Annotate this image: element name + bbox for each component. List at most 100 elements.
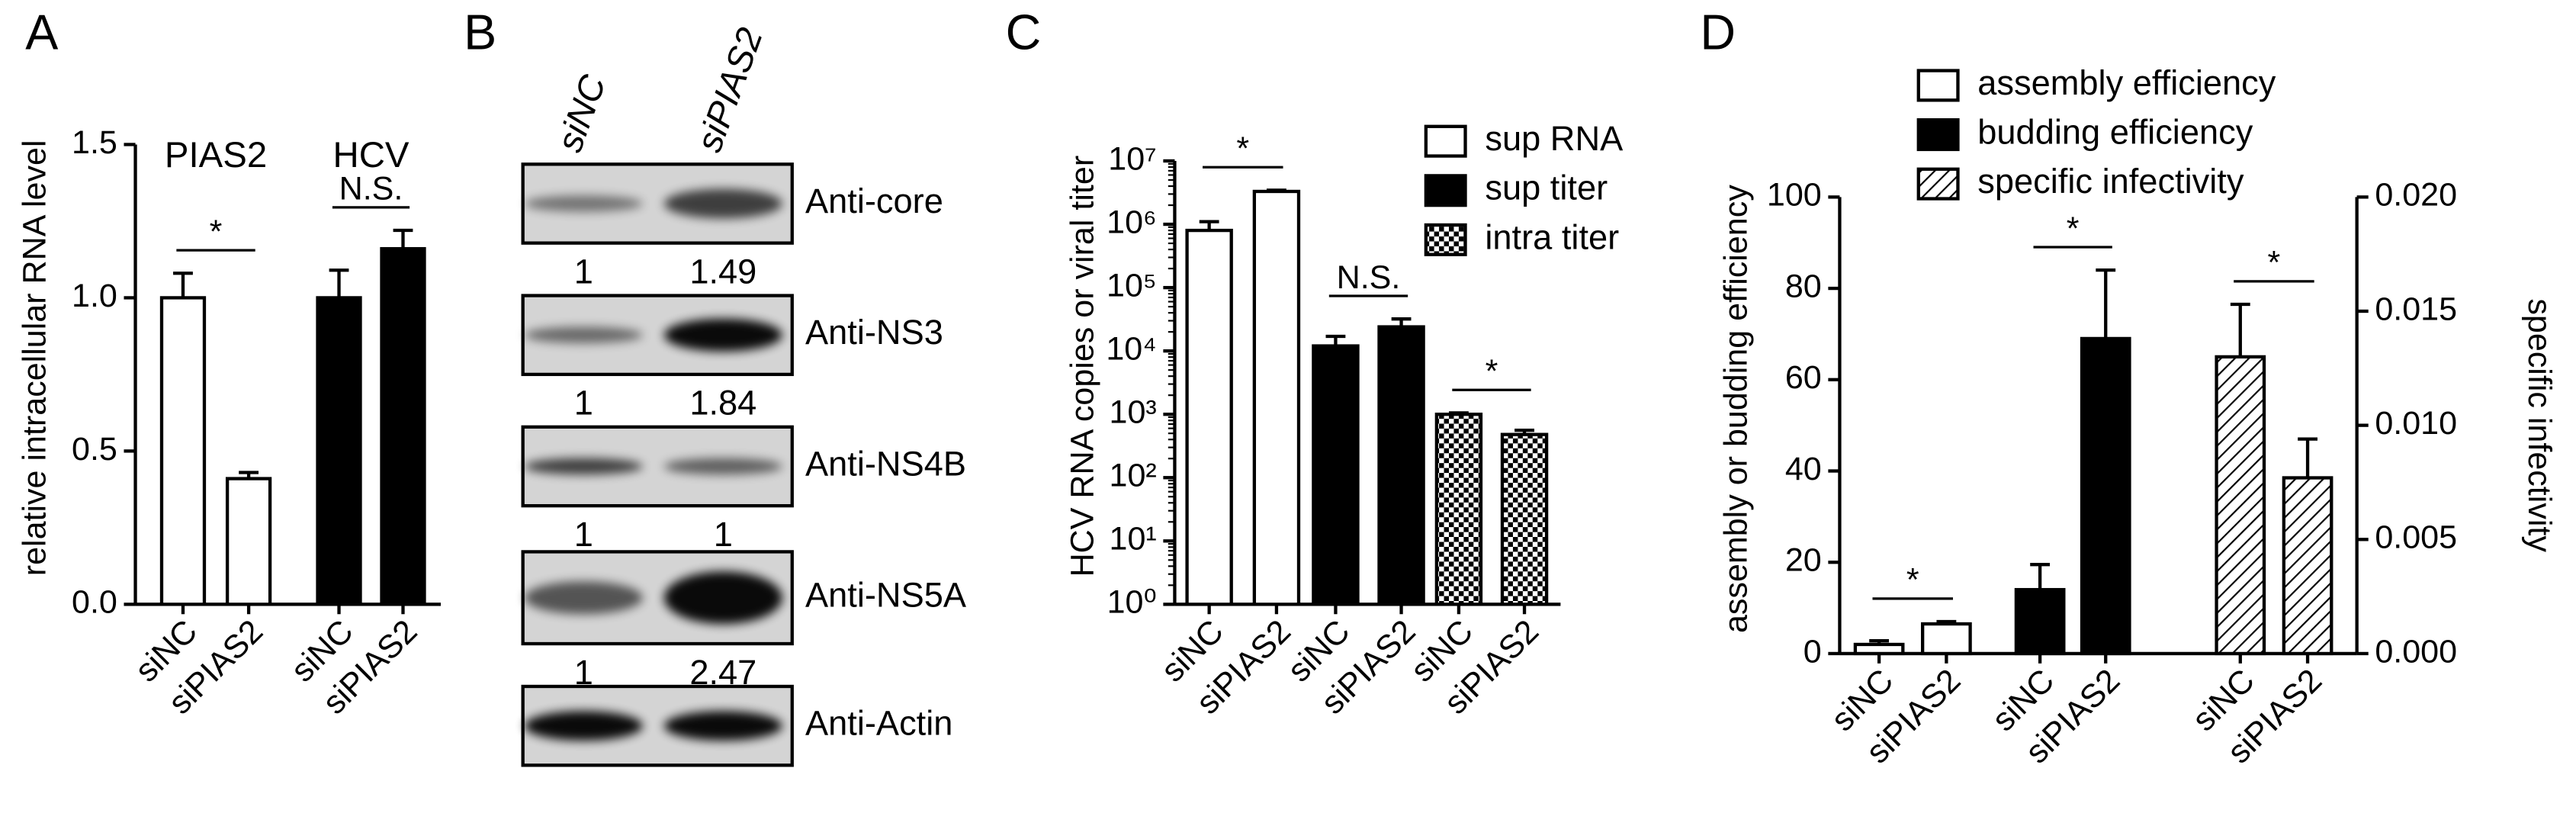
blot-band [524, 195, 643, 212]
ratio-label: 1 [574, 252, 593, 291]
panel-label: D [1700, 5, 1736, 59]
antibody-label: Anti-NS4B [805, 444, 966, 483]
bar [2080, 336, 2131, 656]
y-tick-label: 10⁷ [1108, 140, 1156, 177]
legend-swatch [1916, 69, 1960, 102]
sig-label: * [210, 214, 223, 250]
bar [1500, 432, 1549, 606]
ratio-label: 1 [714, 515, 733, 554]
y-tick-label: 40 [1785, 451, 1822, 487]
y-tick-label: 10⁰ [1107, 584, 1157, 621]
error-bar [1267, 188, 1286, 192]
error-bar [329, 268, 349, 298]
sig-label: * [1236, 130, 1249, 167]
y-tick-label: 20 [1785, 542, 1822, 579]
legend-label: assembly efficiency [1977, 63, 2276, 102]
blot-band [663, 458, 782, 475]
sig-label: * [2067, 211, 2080, 247]
blot-band [524, 711, 643, 741]
y-tick-label: 10³ [1110, 394, 1157, 431]
antibody-label: Anti-Actin [805, 704, 952, 743]
y-tick-label: 0.5 [72, 431, 117, 468]
y2-tick-label: 0.020 [2375, 177, 2457, 214]
error-bar [1325, 334, 1346, 346]
bar [225, 477, 272, 606]
antibody-label: Anti-core [805, 182, 943, 220]
legend-swatch [1424, 174, 1467, 207]
sig-label: N.S. [339, 171, 403, 207]
bar [380, 246, 426, 606]
y-tick-label: 80 [1785, 268, 1822, 304]
error-bar [2298, 437, 2317, 478]
y-tick-label: 10² [1110, 458, 1157, 494]
bar [1853, 642, 1905, 656]
error-bar [1449, 411, 1469, 415]
bar [2014, 587, 2066, 656]
sig-label: * [2268, 245, 2281, 281]
error-bar [239, 471, 259, 479]
y-axis-label: assembly or budding efficiency [1717, 185, 1754, 633]
error-bar [2030, 563, 2051, 590]
group-label: HCV [333, 135, 410, 175]
bar [159, 296, 207, 606]
legend-swatch [1424, 223, 1467, 256]
sig-label: N.S. [1337, 259, 1401, 296]
blot-band [663, 318, 782, 352]
error-bar [2096, 268, 2116, 339]
blot-band [524, 458, 643, 475]
bar [316, 296, 362, 606]
blot-band [663, 571, 782, 625]
y-tick-label: 100 [1767, 177, 1822, 214]
bar [1434, 413, 1483, 606]
legend-label: intra titer [1485, 217, 1619, 256]
error-bar [173, 272, 193, 298]
error-bar [2230, 302, 2250, 357]
y-axis-label: HCV RNA copies or viral titer [1064, 156, 1100, 577]
error-bar [1514, 428, 1534, 435]
bar [1185, 228, 1233, 606]
blot-band [524, 581, 643, 615]
legend-swatch [1916, 118, 1960, 152]
legend-label: sup titer [1485, 169, 1608, 207]
legend-swatch [1424, 124, 1467, 158]
y-tick-label: 10⁵ [1107, 267, 1157, 304]
y2-tick-label: 0.005 [2375, 519, 2457, 556]
y-tick-label: 1.5 [72, 124, 117, 161]
blot-band [524, 326, 643, 343]
legend-swatch [1916, 167, 1960, 201]
bar [1312, 344, 1360, 606]
blot-band [663, 188, 782, 219]
error-bar [1869, 639, 1890, 644]
legend-label: specific infectivity [1977, 162, 2244, 201]
lane-label: siNC [549, 69, 614, 157]
blot-band [663, 711, 782, 741]
panel-label: B [464, 5, 496, 59]
error-bar [1391, 317, 1412, 327]
y-tick-label: 10¹ [1110, 521, 1157, 558]
ratio-label: 1.49 [689, 252, 756, 291]
sig-label: * [1486, 353, 1498, 390]
group-label: PIAS2 [165, 135, 267, 175]
y-tick-label: 60 [1785, 359, 1822, 396]
error-bar [1936, 619, 1957, 625]
y2-tick-label: 0.015 [2375, 291, 2457, 327]
y-tick-label: 10⁴ [1106, 331, 1156, 368]
y-tick-label: 0.0 [72, 584, 117, 621]
panel-label: A [25, 5, 58, 59]
y-axis-label: relative intracellular RNA level [17, 140, 53, 576]
ratio-label: 1 [574, 515, 593, 554]
y-tick-label: 0 [1804, 633, 1822, 670]
sig-label: * [1906, 562, 1919, 599]
y2-tick-label: 0.010 [2375, 405, 2457, 442]
antibody-label: Anti-NS5A [805, 576, 967, 615]
y2-axis-label: specific infectivity [2521, 298, 2558, 552]
ratio-label: 1 [574, 384, 593, 423]
bar [2215, 355, 2266, 656]
panel-label: C [1006, 5, 1042, 59]
bar [1377, 325, 1425, 606]
ratio-label: 1.84 [689, 384, 756, 423]
y-tick-label: 10⁶ [1107, 204, 1157, 240]
legend-label: budding efficiency [1977, 112, 2253, 151]
